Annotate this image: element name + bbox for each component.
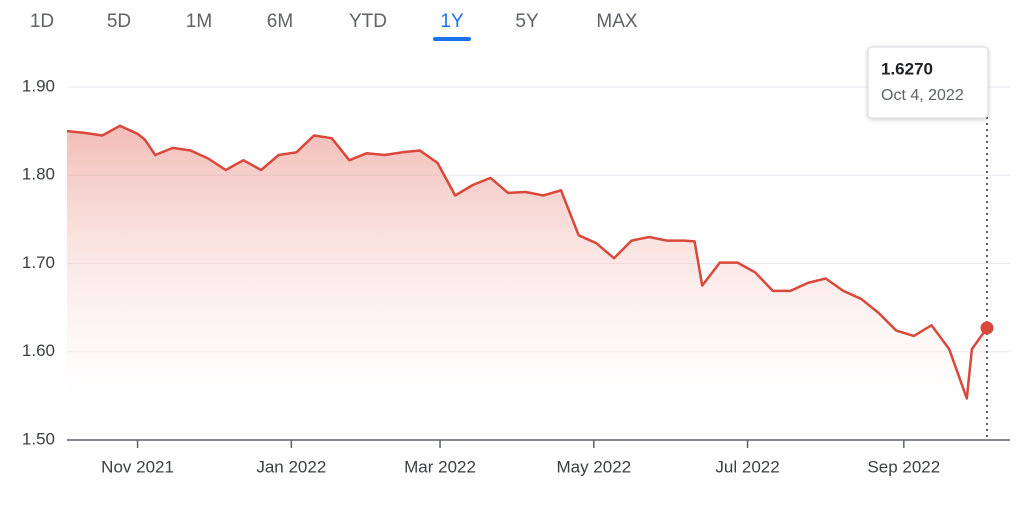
tooltip-value: 1.6270 bbox=[881, 59, 933, 78]
tooltip-box bbox=[867, 46, 989, 119]
y-tick-label: 1.70 bbox=[22, 253, 55, 272]
price-line bbox=[66, 124, 989, 400]
y-tick-label: 1.80 bbox=[22, 165, 55, 184]
x-tick-label: Sep 2022 bbox=[867, 457, 940, 476]
tooltip-date: Oct 4, 2022 bbox=[881, 87, 964, 104]
tab-underline bbox=[433, 37, 471, 41]
x-tick-label: Mar 2022 bbox=[404, 457, 476, 476]
range-tab[interactable]: 1M bbox=[186, 11, 212, 32]
range-tab[interactable]: 5Y bbox=[515, 11, 539, 32]
range-tab[interactable]: 1Y bbox=[440, 11, 464, 32]
y-tick-label: 1.50 bbox=[22, 429, 55, 448]
x-tick-label: May 2022 bbox=[556, 457, 631, 476]
x-tick-label: Jul 2022 bbox=[715, 457, 779, 476]
range-tab[interactable]: 5D bbox=[107, 11, 131, 32]
y-tick-label: 1.60 bbox=[22, 341, 55, 360]
hover-dot bbox=[980, 321, 994, 335]
y-tick-label: 1.90 bbox=[22, 76, 55, 95]
range-tab[interactable]: MAX bbox=[596, 11, 638, 32]
x-tick-label: Jan 2022 bbox=[256, 457, 326, 476]
x-tick-label: Nov 2021 bbox=[101, 457, 174, 476]
range-tab[interactable]: 1D bbox=[30, 11, 54, 32]
range-tab[interactable]: 6M bbox=[267, 11, 293, 32]
area-fill bbox=[67, 125, 987, 401]
range-tab[interactable]: YTD bbox=[349, 11, 387, 32]
